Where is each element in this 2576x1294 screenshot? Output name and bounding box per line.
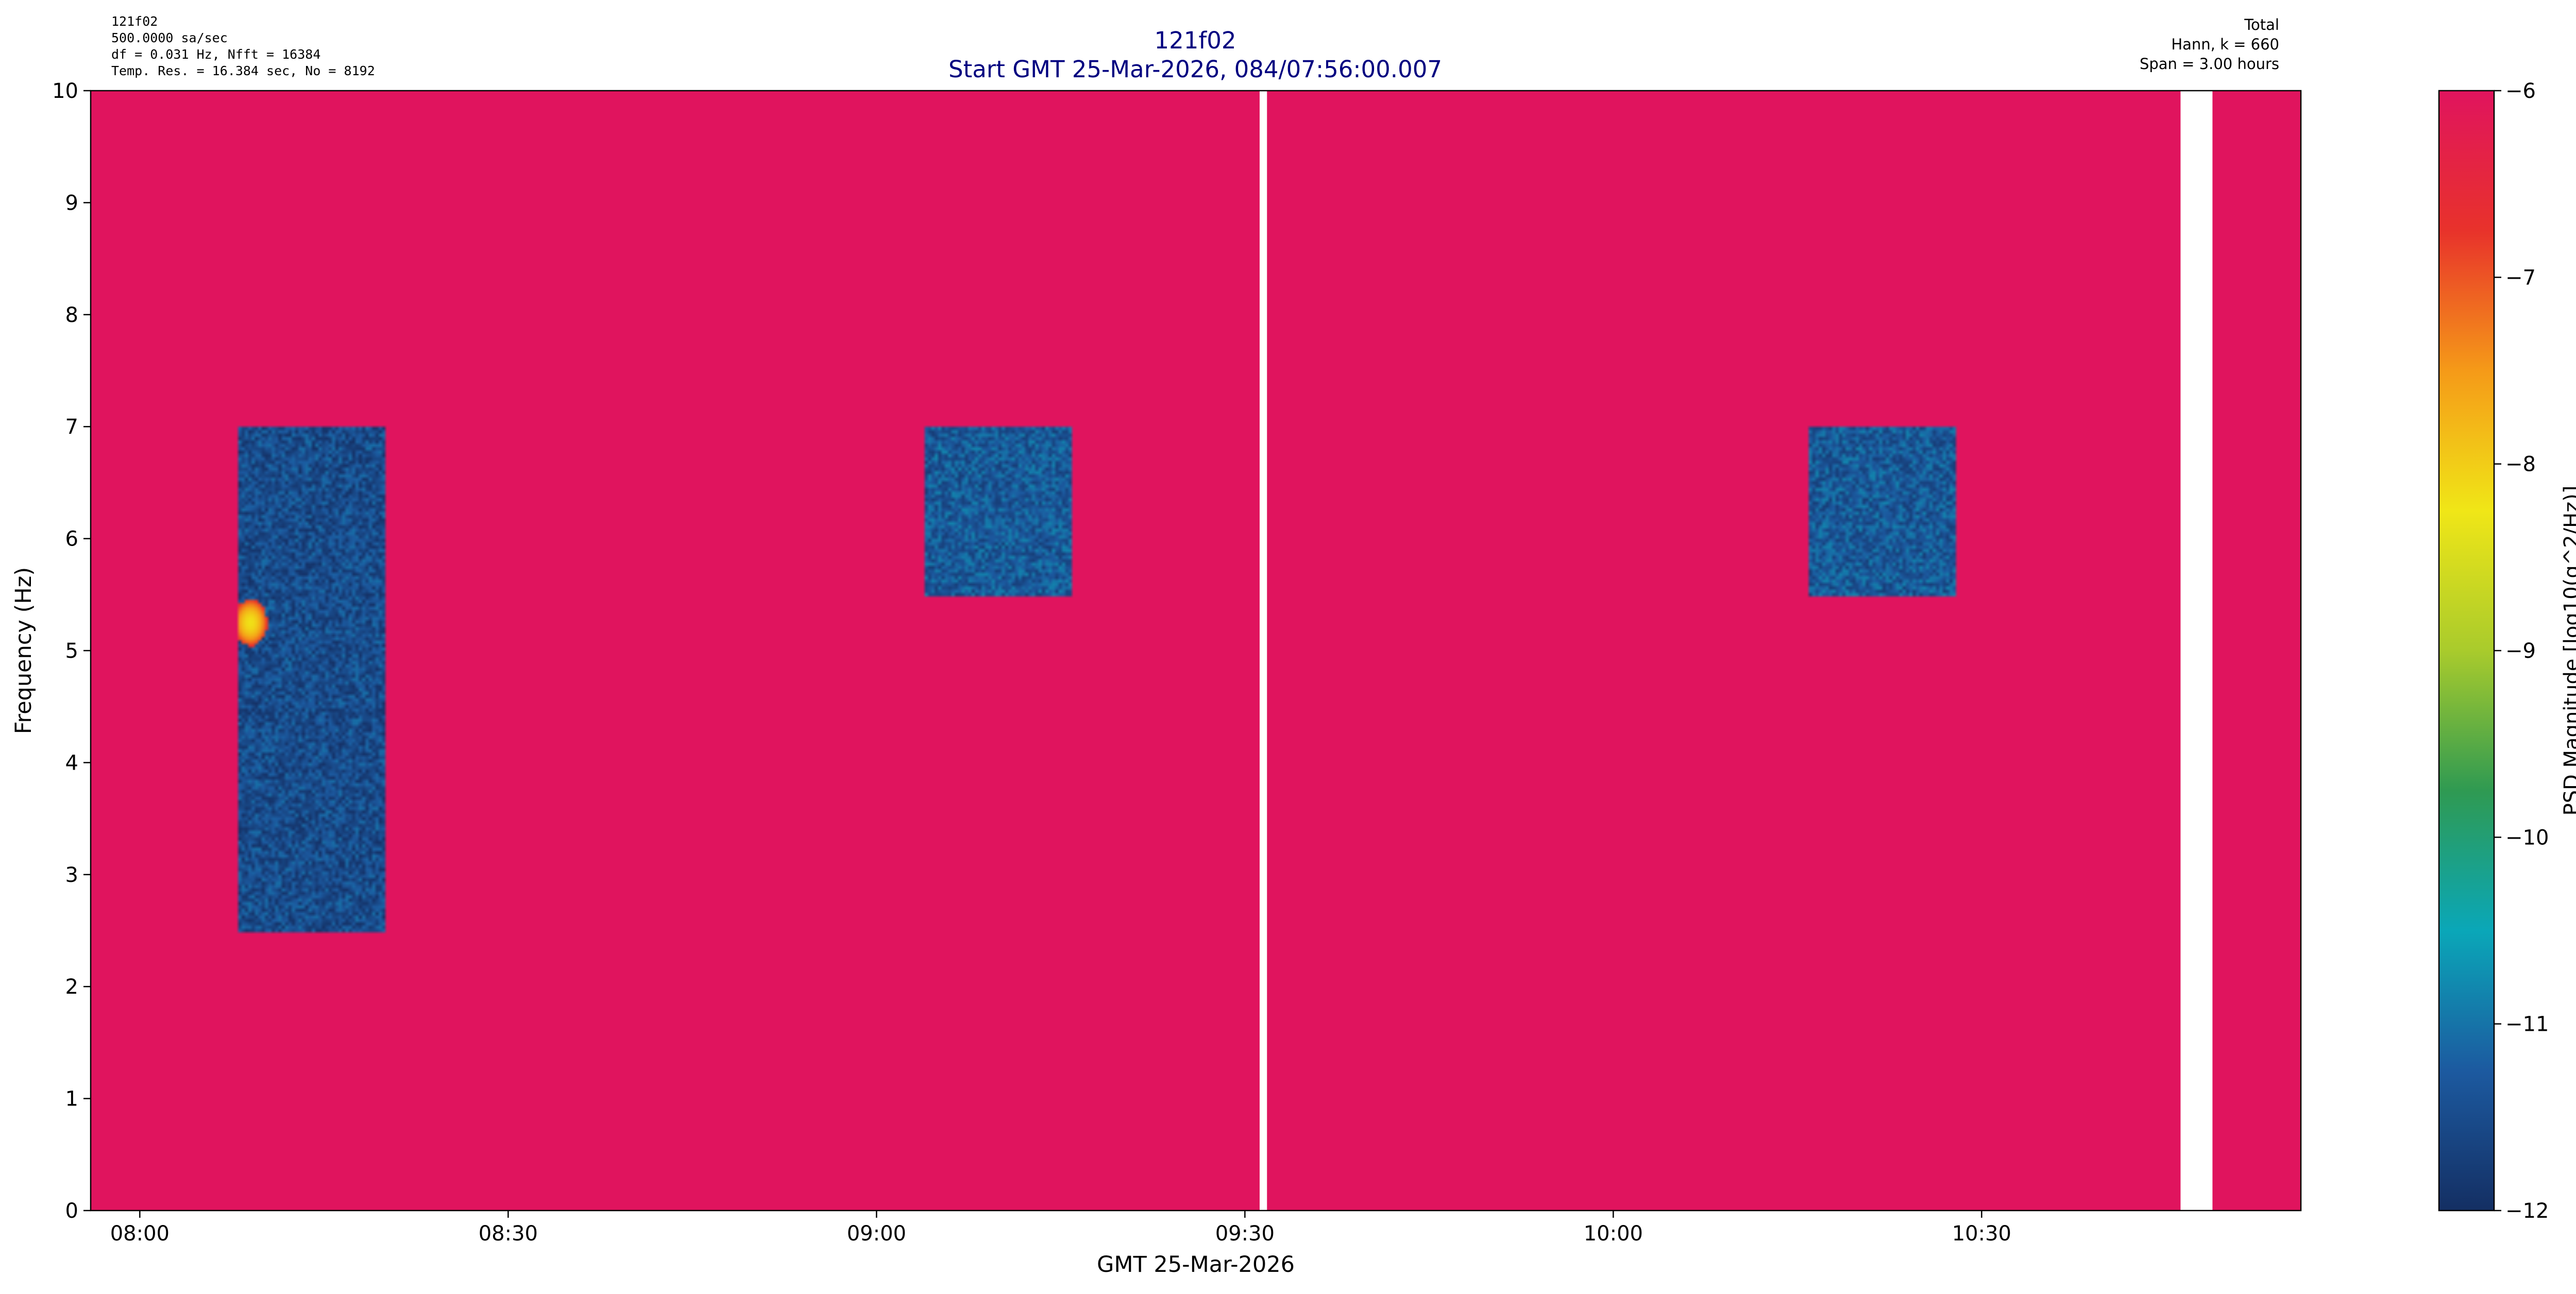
data-gap-1 [1259, 91, 1267, 1211]
colorbar-tick-label: −11 [2505, 1013, 2549, 1036]
plot-area [90, 90, 2302, 1212]
y-tick-label: 4 [65, 751, 78, 775]
y-tick-label: 7 [65, 415, 78, 439]
x-tick-label: 10:00 [1584, 1222, 1643, 1246]
x-tick-label: 08:30 [479, 1222, 538, 1246]
chart-subtitle: Start GMT 25-Mar-2026, 084/07:56:00.007 [948, 56, 1442, 83]
colorbar-tick-label: −9 [2505, 639, 2536, 663]
colorbar-tick-label: −10 [2505, 826, 2549, 849]
y-tick-label: 8 [65, 303, 78, 327]
y-tick-label: 9 [65, 191, 78, 215]
colorbar-gradient [2439, 91, 2494, 1211]
header-right-line-1: Total [2244, 16, 2279, 33]
chart-title: 121f02 [1155, 27, 1236, 54]
x-tick-label: 09:00 [847, 1222, 906, 1246]
x-tick-label: 08:00 [110, 1222, 170, 1246]
data-gap-2 [2180, 91, 2213, 1211]
colorbar-label: PSD Magnitude [log10(g^2/Hz)] [2560, 486, 2576, 816]
header-right-line-3: Span = 3.00 hours [2140, 55, 2279, 73]
spectrogram-image [91, 91, 2301, 1211]
header-left-line-2: 500.0000 sa/sec [111, 30, 228, 45]
x-tick-label: 10:30 [1952, 1222, 2011, 1246]
y-tick-label: 2 [65, 975, 78, 999]
x-axis-label: GMT 25-Mar-2026 [1097, 1252, 1295, 1278]
colorbar-tick-label: −6 [2505, 79, 2536, 103]
header-right-line-2: Hann, k = 660 [2171, 36, 2279, 53]
y-tick-label: 3 [65, 863, 78, 887]
x-axis: 08:00 08:30 09:00 09:30 10:00 10:30 [110, 1211, 2011, 1246]
header-left-line-4: Temp. Res. = 16.384 sec, No = 8192 [111, 63, 375, 78]
colorbar-tick-label: −7 [2505, 266, 2536, 290]
y-tick-label: 6 [65, 527, 78, 551]
header-left-line-1: 121f02 [111, 14, 158, 29]
colorbar-tick-label: −12 [2505, 1199, 2549, 1223]
colorbar: −12 −11 −10 −9 −8 −7 −6 PSD Magnitude [log10(g… [2438, 79, 2576, 1223]
y-tick-label: 1 [65, 1087, 78, 1111]
y-axis: 0 1 2 3 4 5 6 7 8 9 10 [52, 79, 91, 1223]
y-tick-label: 5 [65, 639, 78, 663]
y-axis-label: Frequency (Hz) [11, 567, 37, 734]
header-left-line-3: df = 0.031 Hz, Nfft = 16384 [111, 47, 320, 62]
data-gaps [1259, 91, 2213, 1211]
header-right-info: Total Hann, k = 660 Span = 3.00 hours [2140, 16, 2279, 73]
header-left-info: 121f02 500.0000 sa/sec df = 0.031 Hz, Nf… [111, 14, 375, 78]
x-tick-label: 09:30 [1215, 1222, 1275, 1246]
colorbar-ticks: −12 −11 −10 −9 −8 −7 −6 [2494, 79, 2549, 1223]
y-tick-label: 10 [52, 79, 78, 103]
y-tick-label: 0 [65, 1199, 78, 1223]
colorbar-tick-label: −8 [2505, 453, 2536, 476]
